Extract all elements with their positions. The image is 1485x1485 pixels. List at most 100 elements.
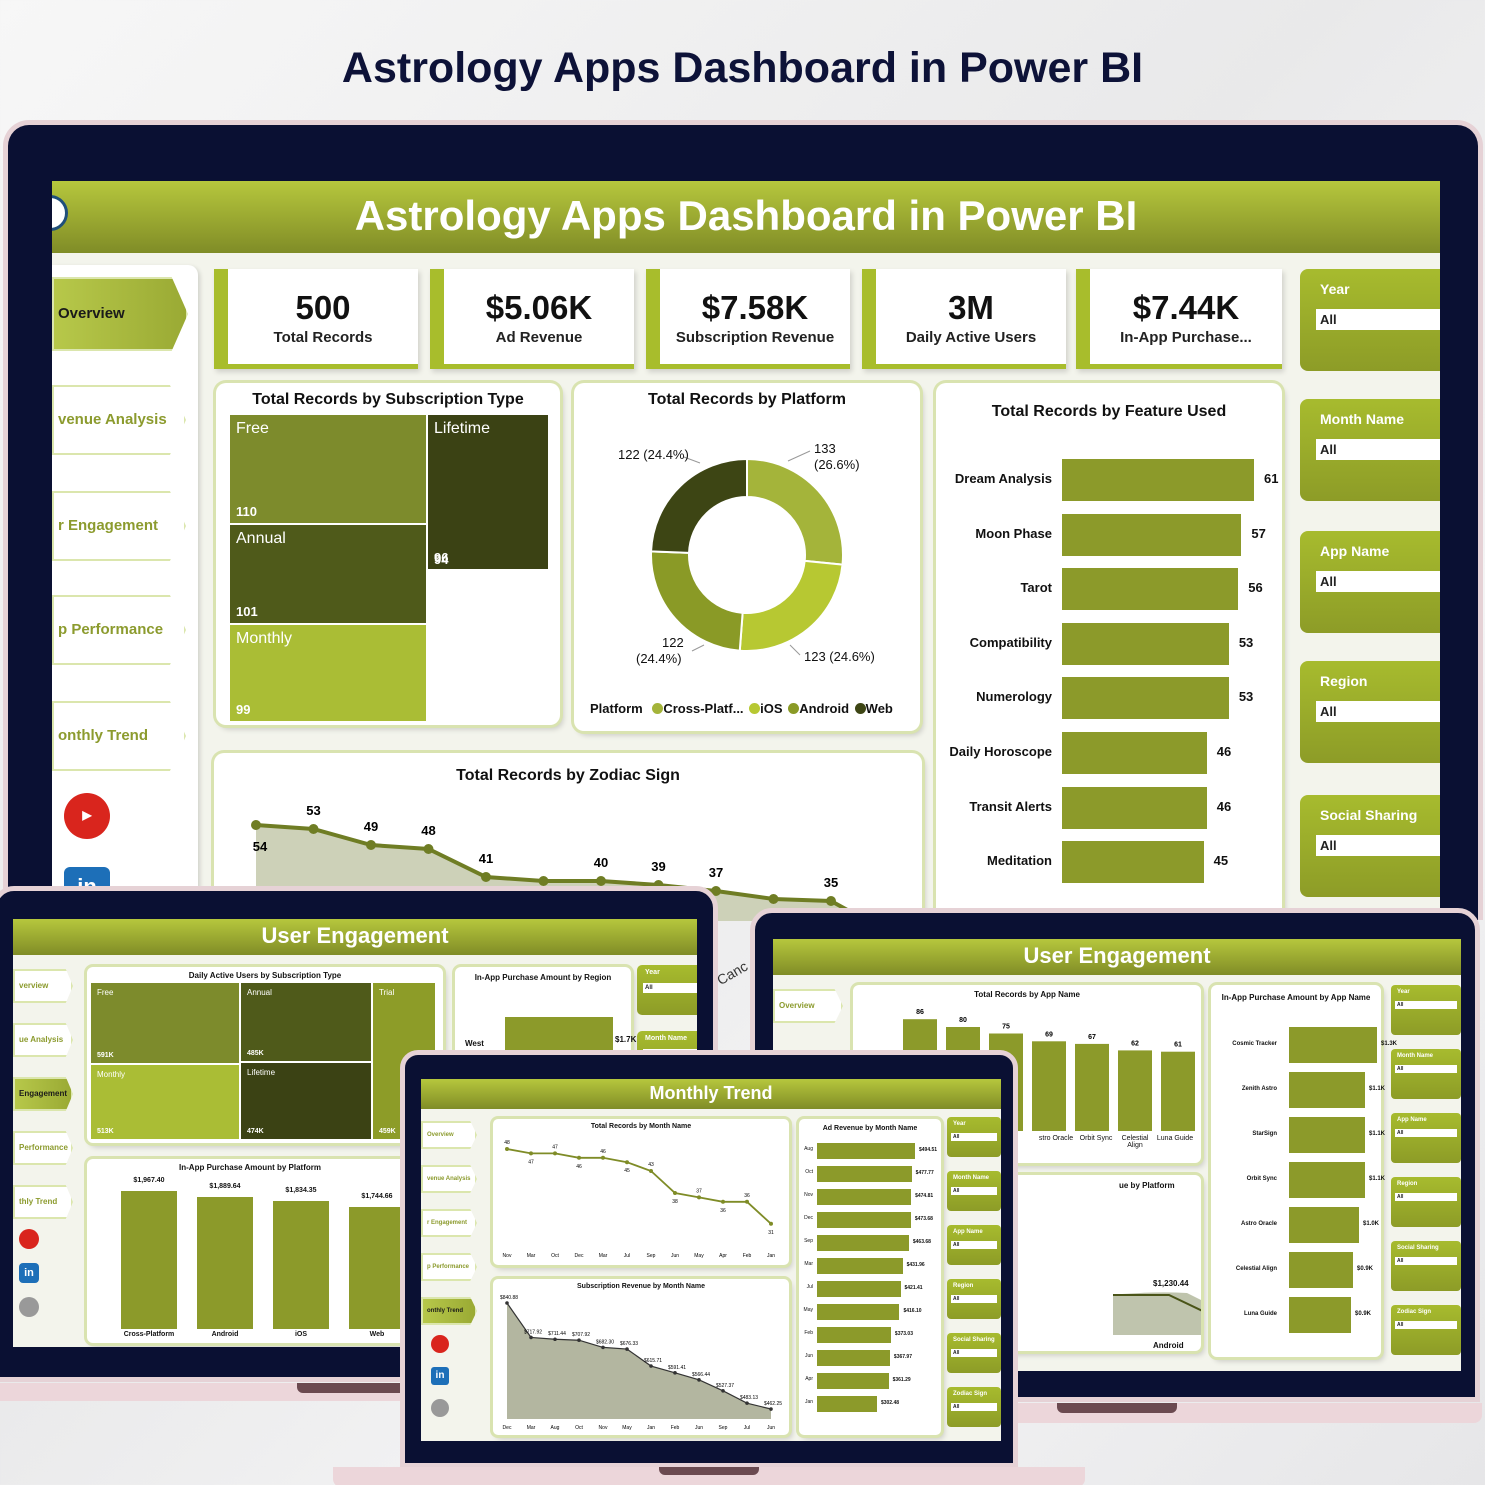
slicer-value[interactable]: All xyxy=(1395,1129,1457,1137)
slicer-value[interactable]: All xyxy=(951,1133,997,1141)
feature-bar[interactable] xyxy=(1062,677,1229,720)
treemap-cell-annual[interactable]: Annual 101 xyxy=(230,525,426,623)
slicer[interactable]: Zodiac Sign All xyxy=(1391,1305,1461,1355)
purchase-bar[interactable] xyxy=(1289,1252,1353,1288)
slicer-value[interactable]: All xyxy=(1395,1001,1457,1009)
ad-bar[interactable] xyxy=(817,1166,912,1182)
center-linkedin-icon[interactable]: in xyxy=(431,1367,449,1385)
platform-bar[interactable] xyxy=(349,1206,405,1329)
ad-bar[interactable] xyxy=(817,1304,900,1320)
platform-bar[interactable] xyxy=(197,1196,253,1329)
slicer[interactable]: Month Name All xyxy=(1391,1049,1461,1099)
ad-bar[interactable] xyxy=(817,1212,911,1228)
ad-value-label: $302.48 xyxy=(880,1400,900,1406)
treemap-cell-free[interactable]: Free 110 xyxy=(230,415,426,523)
ad-bar[interactable] xyxy=(817,1143,915,1159)
slicer-value[interactable]: All xyxy=(1316,571,1440,592)
left-nav-item[interactable]: ue Analysis xyxy=(13,1023,73,1057)
purchase-bar[interactable] xyxy=(1289,1027,1377,1063)
ad-bar[interactable] xyxy=(817,1373,889,1389)
feature-bar[interactable] xyxy=(1062,459,1254,501)
slicer-value[interactable]: All xyxy=(951,1403,997,1411)
ad-bar[interactable] xyxy=(817,1258,903,1274)
slicer[interactable]: Social Sharing All xyxy=(947,1333,1001,1373)
ad-bar[interactable] xyxy=(817,1396,877,1412)
slicer[interactable]: Region All xyxy=(947,1279,1001,1319)
nav-app-performance[interactable]: p Performance xyxy=(52,595,186,665)
left-tm-annual[interactable]: Annual 485K xyxy=(241,983,371,1061)
slicer-social-sharing[interactable]: Social Sharing All xyxy=(1300,795,1440,897)
center-globe-icon[interactable] xyxy=(431,1399,449,1417)
left-slicer-year[interactable]: Year All xyxy=(637,965,697,1015)
slicer-value[interactable]: All xyxy=(951,1349,997,1357)
left-globe-icon[interactable] xyxy=(19,1297,39,1317)
feature-bar[interactable] xyxy=(1062,841,1204,884)
feature-bar[interactable] xyxy=(1062,622,1229,665)
slicer-year[interactable]: Year All xyxy=(1300,269,1440,371)
center-nav-item[interactable]: p Performance xyxy=(421,1253,477,1281)
left-nav-item[interactable]: Engagement xyxy=(13,1077,73,1111)
slicer[interactable]: App Name All xyxy=(947,1225,1001,1265)
ad-bar[interactable] xyxy=(817,1350,890,1366)
feature-bar[interactable] xyxy=(1062,568,1239,611)
center-nav-item[interactable]: venue Analysis xyxy=(421,1165,477,1193)
nav-overview[interactable]: Overview xyxy=(52,277,188,351)
right-nav-overview[interactable]: Overview xyxy=(773,989,843,1023)
platform-bar[interactable] xyxy=(121,1191,177,1329)
slicer-value[interactable]: All xyxy=(1316,439,1440,460)
purchase-bar[interactable] xyxy=(1289,1072,1365,1108)
slicer[interactable]: Social Sharing All xyxy=(1391,1241,1461,1291)
left-nav-item[interactable]: Performance xyxy=(13,1131,73,1165)
feature-bar[interactable] xyxy=(1062,732,1207,774)
slicer[interactable]: Zodiac Sign All xyxy=(947,1387,1001,1427)
purchase-bar[interactable] xyxy=(1289,1297,1351,1333)
slicer-app-name[interactable]: App Name All xyxy=(1300,531,1440,633)
ad-bar[interactable] xyxy=(817,1327,891,1343)
left-linkedin-icon[interactable]: in xyxy=(19,1263,39,1283)
left-nav-item[interactable]: verview xyxy=(13,969,73,1003)
slicer-value[interactable]: All xyxy=(1395,1193,1457,1201)
youtube-icon[interactable]: ▶ xyxy=(64,793,110,839)
ad-bar[interactable] xyxy=(817,1235,909,1251)
ad-bar[interactable] xyxy=(817,1281,901,1297)
slicer-value[interactable]: All xyxy=(1316,835,1440,856)
center-nav-item[interactable]: onthly Trend xyxy=(421,1297,477,1325)
slicer-value[interactable]: All xyxy=(1395,1065,1457,1073)
slicer[interactable]: App Name All xyxy=(1391,1113,1461,1163)
left-nav-item[interactable]: thly Trend xyxy=(13,1185,73,1219)
center-nav-item[interactable]: r Engagement xyxy=(421,1209,477,1237)
slicer-value[interactable]: All xyxy=(1395,1321,1457,1329)
treemap-cell-monthly[interactable]: Monthly 99 xyxy=(230,625,426,721)
left-youtube-icon[interactable] xyxy=(19,1229,39,1249)
slicer-value[interactable]: All xyxy=(1316,701,1440,722)
left-tm-monthly[interactable]: Monthly 513K xyxy=(91,1065,239,1139)
slicer[interactable]: Year All xyxy=(1391,985,1461,1035)
nav-revenue-analysis[interactable]: venue Analysis xyxy=(52,385,186,455)
slicer-value[interactable]: All xyxy=(951,1295,997,1303)
kpi-in-app-purchase: $7.44K In-App Purchase... xyxy=(1076,269,1282,369)
slicer-value[interactable]: All xyxy=(1395,1257,1457,1265)
purchase-bar[interactable] xyxy=(1289,1207,1359,1243)
purchase-bar[interactable] xyxy=(1289,1117,1365,1153)
slicer-month-name[interactable]: Month Name All xyxy=(1300,399,1440,501)
slicer[interactable]: Month Name All xyxy=(947,1171,1001,1211)
left-tm-free[interactable]: Free 591K xyxy=(91,983,239,1063)
nav-monthly-trend[interactable]: onthly Trend xyxy=(52,701,186,771)
platform-bar[interactable] xyxy=(273,1200,329,1329)
slicer-value[interactable]: All xyxy=(643,983,697,993)
ad-bar[interactable] xyxy=(817,1189,912,1205)
slicer[interactable]: Region All xyxy=(1391,1177,1461,1227)
purchase-bar[interactable] xyxy=(1289,1162,1365,1198)
slicer-value[interactable]: All xyxy=(951,1241,997,1249)
center-youtube-icon[interactable] xyxy=(431,1335,449,1353)
nav-user-engagement[interactable]: r Engagement xyxy=(52,491,186,561)
slicer-region[interactable]: Region All xyxy=(1300,661,1440,763)
left-tm-lifetime[interactable]: Lifetime 474K xyxy=(241,1063,371,1139)
center-nav-item[interactable]: Overview xyxy=(421,1121,477,1149)
feature-bar[interactable] xyxy=(1062,786,1207,829)
treemap-cell-lifetime[interactable]: Lifetime 96 xyxy=(428,415,548,569)
feature-bar[interactable] xyxy=(1062,513,1242,556)
slicer-value[interactable]: All xyxy=(1316,309,1440,330)
slicer-value[interactable]: All xyxy=(951,1187,997,1195)
slicer[interactable]: Year All xyxy=(947,1117,1001,1157)
